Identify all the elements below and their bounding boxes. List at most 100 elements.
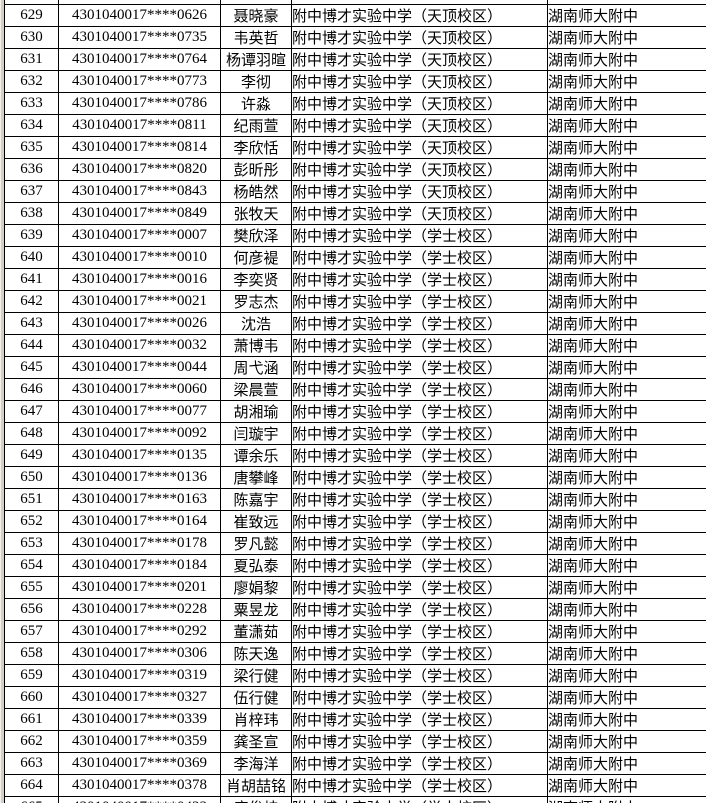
student-id-cell[interactable]: 4301040017****0184: [58, 553, 221, 577]
row-number-cell[interactable]: 651: [4, 487, 59, 511]
row-number-cell[interactable]: 644: [4, 333, 59, 357]
student-name-cell[interactable]: 韦英哲: [220, 25, 292, 49]
origin-school-cell[interactable]: 附中博才实验中学（学士校区）: [291, 773, 548, 797]
admitted-school-cell[interactable]: 湖南师大附中: [547, 619, 706, 643]
admitted-school-cell[interactable]: 湖南师大附中: [547, 333, 706, 357]
row-number-cell[interactable]: 660: [4, 685, 59, 709]
student-id-cell[interactable]: 4301040017****0773: [58, 69, 221, 93]
origin-school-cell[interactable]: 附中博才实验中学（学士校区）: [291, 223, 548, 247]
row-number-cell[interactable]: 630: [4, 25, 59, 49]
student-name-cell[interactable]: 梁晨萱: [220, 377, 292, 401]
admitted-school-cell[interactable]: 湖南师大附中: [547, 421, 706, 445]
origin-school-cell[interactable]: 附中博才实验中学（学士校区）: [291, 465, 548, 489]
student-id-cell[interactable]: 4301040017****0292: [58, 619, 221, 643]
student-id-cell[interactable]: 4301040017****0178: [58, 531, 221, 555]
student-name-cell[interactable]: 肖梓玮: [220, 707, 292, 731]
admitted-school-cell[interactable]: 湖南师大附中: [547, 795, 706, 803]
origin-school-cell[interactable]: 附中博才实验中学（学士校区）: [291, 421, 548, 445]
student-name-cell[interactable]: 胡湘瑜: [220, 399, 292, 423]
admitted-school-cell[interactable]: 湖南师大附中: [547, 135, 706, 159]
admitted-school-cell[interactable]: 湖南师大附中: [547, 465, 706, 489]
student-name-cell[interactable]: 李海洋: [220, 751, 292, 775]
origin-school-cell[interactable]: 附中博才实验中学（天顶校区）: [291, 113, 548, 137]
admitted-school-cell[interactable]: 湖南师大附中: [547, 443, 706, 467]
origin-school-cell[interactable]: 附中博才实验中学（学士校区）: [291, 289, 548, 313]
row-number-cell[interactable]: 653: [4, 531, 59, 555]
student-id-cell[interactable]: 4301040017****0092: [58, 421, 221, 445]
student-name-cell[interactable]: 罗志杰: [220, 289, 292, 313]
student-name-cell[interactable]: 董潇茹: [220, 619, 292, 643]
row-number-cell[interactable]: 659: [4, 663, 59, 687]
student-name-cell[interactable]: 杨皓然: [220, 179, 292, 203]
student-name-cell[interactable]: 何彦褆: [220, 245, 292, 269]
row-number-cell[interactable]: 654: [4, 553, 59, 577]
row-number-cell[interactable]: 656: [4, 597, 59, 621]
admitted-school-cell[interactable]: 湖南师大附中: [547, 289, 706, 313]
row-number-cell[interactable]: 662: [4, 729, 59, 753]
row-number-cell[interactable]: 648: [4, 421, 59, 445]
student-name-cell[interactable]: 李奕贤: [220, 267, 292, 291]
row-number-cell[interactable]: 637: [4, 179, 59, 203]
student-id-cell[interactable]: 4301040017****0359: [58, 729, 221, 753]
origin-school-cell[interactable]: 附中博才实验中学（天顶校区）: [291, 135, 548, 159]
student-name-cell[interactable]: 李欣恬: [220, 135, 292, 159]
student-name-cell[interactable]: 聂晓豪: [220, 3, 292, 27]
admitted-school-cell[interactable]: 湖南师大附中: [547, 773, 706, 797]
admitted-school-cell[interactable]: 湖南师大附中: [547, 91, 706, 115]
student-id-cell[interactable]: 4301040017****0135: [58, 443, 221, 467]
admitted-school-cell[interactable]: 湖南师大附中: [547, 311, 706, 335]
student-id-cell[interactable]: 4301040017****0021: [58, 289, 221, 313]
origin-school-cell[interactable]: 附中博才实验中学（学士校区）: [291, 487, 548, 511]
admitted-school-cell[interactable]: 湖南师大附中: [547, 663, 706, 687]
admitted-school-cell[interactable]: 湖南师大附中: [547, 267, 706, 291]
student-id-cell[interactable]: 4301040017****0007: [58, 223, 221, 247]
admitted-school-cell[interactable]: 湖南师大附中: [547, 179, 706, 203]
student-name-cell[interactable]: 萧博韦: [220, 333, 292, 357]
student-name-cell[interactable]: 夏弘泰: [220, 553, 292, 577]
student-id-cell[interactable]: 4301040017****0786: [58, 91, 221, 115]
origin-school-cell[interactable]: 附中博才实验中学（学士校区）: [291, 443, 548, 467]
row-number-cell[interactable]: 642: [4, 289, 59, 313]
origin-school-cell[interactable]: 附中博才实验中学（天顶校区）: [291, 91, 548, 115]
student-name-cell[interactable]: 龚圣宣: [220, 729, 292, 753]
admitted-school-cell[interactable]: 湖南师大附中: [547, 729, 706, 753]
student-name-cell[interactable]: 伍行健: [220, 685, 292, 709]
student-name-cell[interactable]: 陈天逸: [220, 641, 292, 665]
student-id-cell[interactable]: 4301040017****0164: [58, 509, 221, 533]
student-name-cell[interactable]: 闫璇宇: [220, 421, 292, 445]
student-name-cell[interactable]: 杨谭羽暄: [220, 47, 292, 71]
student-id-cell[interactable]: 4301040017****0626: [58, 3, 221, 27]
row-number-cell[interactable]: 629: [4, 3, 59, 27]
student-name-cell[interactable]: 张牧天: [220, 201, 292, 225]
student-name-cell[interactable]: 沈浩: [220, 311, 292, 335]
origin-school-cell[interactable]: 附中博才实验中学（学士校区）: [291, 311, 548, 335]
student-id-cell[interactable]: 4301040017****0843: [58, 179, 221, 203]
admitted-school-cell[interactable]: 湖南师大附中: [547, 751, 706, 775]
origin-school-cell[interactable]: 附中博才实验中学（天顶校区）: [291, 47, 548, 71]
row-number-cell[interactable]: 657: [4, 619, 59, 643]
origin-school-cell[interactable]: 附中博才实验中学（学士校区）: [291, 509, 548, 533]
origin-school-cell[interactable]: 附中博才实验中学（学士校区）: [291, 685, 548, 709]
row-number-cell[interactable]: 638: [4, 201, 59, 225]
row-number-cell[interactable]: 645: [4, 355, 59, 379]
origin-school-cell[interactable]: 附中博才实验中学（学士校区）: [291, 553, 548, 577]
origin-school-cell[interactable]: 附中博才实验中学（学士校区）: [291, 531, 548, 555]
student-id-cell[interactable]: 4301040017****0026: [58, 311, 221, 335]
admitted-school-cell[interactable]: 湖南师大附中: [547, 553, 706, 577]
student-name-cell[interactable]: 李彻: [220, 69, 292, 93]
student-id-cell[interactable]: 4301040017****0136: [58, 465, 221, 489]
origin-school-cell[interactable]: 附中博才实验中学（天顶校区）: [291, 157, 548, 181]
row-number-cell[interactable]: 661: [4, 707, 59, 731]
admitted-school-cell[interactable]: 湖南师大附中: [547, 47, 706, 71]
origin-school-cell[interactable]: 附中博才实验中学（学士校区）: [291, 795, 548, 803]
row-number-cell[interactable]: 631: [4, 47, 59, 71]
student-id-cell[interactable]: 4301040017****0820: [58, 157, 221, 181]
student-name-cell[interactable]: 粟昱龙: [220, 597, 292, 621]
student-name-cell[interactable]: 唐俊炜: [220, 795, 292, 803]
admitted-school-cell[interactable]: 湖南师大附中: [547, 399, 706, 423]
student-id-cell[interactable]: 4301040017****0811: [58, 113, 221, 137]
origin-school-cell[interactable]: 附中博才实验中学（学士校区）: [291, 751, 548, 775]
origin-school-cell[interactable]: 附中博才实验中学（天顶校区）: [291, 201, 548, 225]
student-name-cell[interactable]: 纪雨萱: [220, 113, 292, 137]
row-number-cell[interactable]: 634: [4, 113, 59, 137]
